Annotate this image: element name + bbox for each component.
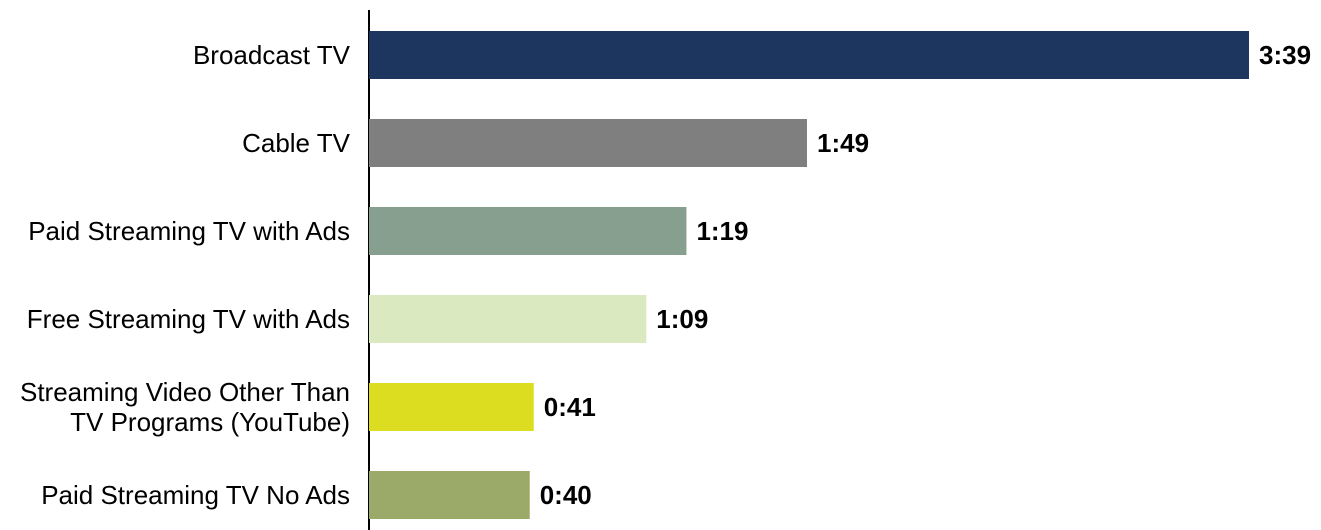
category-label-line: Paid Streaming TV with Ads — [28, 216, 350, 246]
value-label-2: 1:49 — [817, 128, 869, 158]
category-label-line: TV Programs (YouTube) — [70, 407, 350, 437]
category-label-4: Free Streaming TV with Ads — [27, 304, 350, 334]
category-labels-group: Broadcast TV Cable TV Paid Streaming TV wi… — [20, 40, 351, 510]
category-label-line: Broadcast TV — [193, 40, 351, 70]
value-label-6: 0:40 — [540, 480, 592, 510]
category-label-2: Cable TV — [242, 128, 351, 158]
bar-5 — [369, 383, 534, 431]
category-label-line: Paid Streaming TV No Ads — [41, 480, 350, 510]
value-label-3: 1:19 — [696, 216, 748, 246]
category-label-line: Streaming Video Other Than — [20, 377, 350, 407]
bar-4 — [369, 295, 647, 343]
category-label-3: Paid Streaming TV with Ads — [28, 216, 350, 246]
category-label-6: Paid Streaming TV No Ads — [41, 480, 350, 510]
value-label-1: 3:39 — [1259, 40, 1311, 70]
category-label-line: Free Streaming TV with Ads — [27, 304, 350, 334]
bar-2 — [369, 119, 807, 167]
category-label-1: Broadcast TV — [193, 40, 351, 70]
value-labels-group: 3:39 1:49 1:19 1:09 0:41 0:40 — [540, 40, 1311, 510]
category-label-5: Streaming Video Other Than TV Programs (Y… — [20, 377, 350, 437]
bars-group — [369, 31, 1249, 519]
bar-6 — [369, 471, 530, 519]
value-label-4: 1:09 — [656, 304, 708, 334]
bar-1 — [369, 31, 1249, 79]
category-label-line: Cable TV — [242, 128, 351, 158]
bar-3 — [369, 207, 687, 255]
value-label-5: 0:41 — [544, 392, 596, 422]
